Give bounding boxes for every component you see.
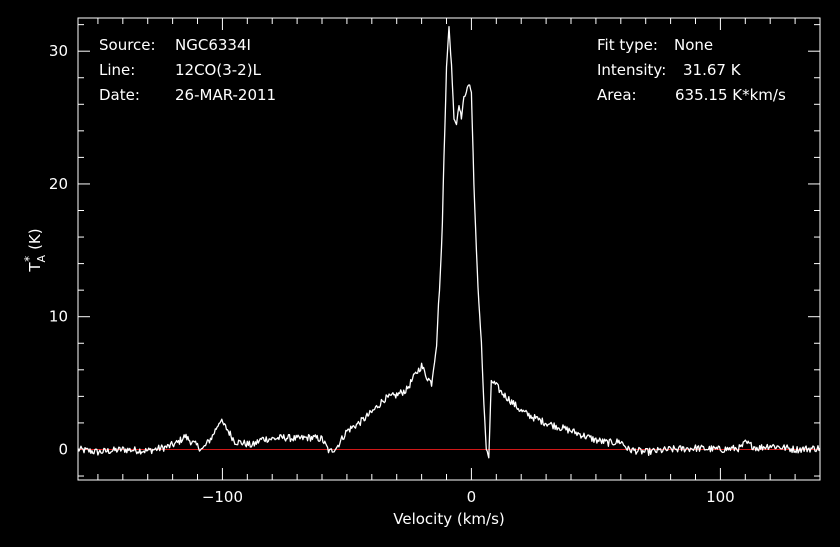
source-label: Source: <box>99 36 156 54</box>
x-axis-label: Velocity (km/s) <box>393 510 504 528</box>
fit-type-label: Fit type: <box>597 36 658 54</box>
y-axis-label-unit: (K) <box>26 228 44 250</box>
y-tick-label: 0 <box>58 440 68 458</box>
y-tick-label: 20 <box>49 175 68 193</box>
date-value: 26-MAR-2011 <box>175 86 276 104</box>
line-label: Line: <box>99 61 135 79</box>
info-left: Source: NGC6334I Line: 12CO(3-2)L Date: … <box>99 36 276 104</box>
area-value: 635.15 K*km/s <box>675 86 786 104</box>
x-tick-label: −100 <box>202 488 243 506</box>
line-value: 12CO(3-2)L <box>175 61 262 79</box>
y-axis-label-sup: * <box>22 256 36 262</box>
y-axis-label-sub: A <box>35 254 48 262</box>
y-axis-label: TA* (K) <box>22 228 48 272</box>
intensity-label: Intensity: <box>597 61 666 79</box>
plot-frame <box>77 17 821 481</box>
axis-ticks <box>78 18 821 480</box>
y-axis-label-main: T <box>26 262 44 273</box>
x-tick-label: 100 <box>706 488 735 506</box>
axis-tick-labels: −100 0 100 0 10 20 30 <box>49 42 735 506</box>
area-label: Area: <box>597 86 637 104</box>
x-tick-label: 0 <box>467 488 477 506</box>
intensity-value: 31.67 K <box>683 61 742 79</box>
y-tick-label: 10 <box>49 308 68 326</box>
info-right: Fit type: None Intensity: 31.67 K Area: … <box>597 36 786 104</box>
svg-text:TA*(K): TA* (K) <box>22 228 48 272</box>
y-tick-label: 30 <box>49 42 68 60</box>
fit-type-value: None <box>674 36 713 54</box>
date-label: Date: <box>99 86 140 104</box>
source-value: NGC6334I <box>175 36 251 54</box>
spectrum-line <box>77 26 821 459</box>
